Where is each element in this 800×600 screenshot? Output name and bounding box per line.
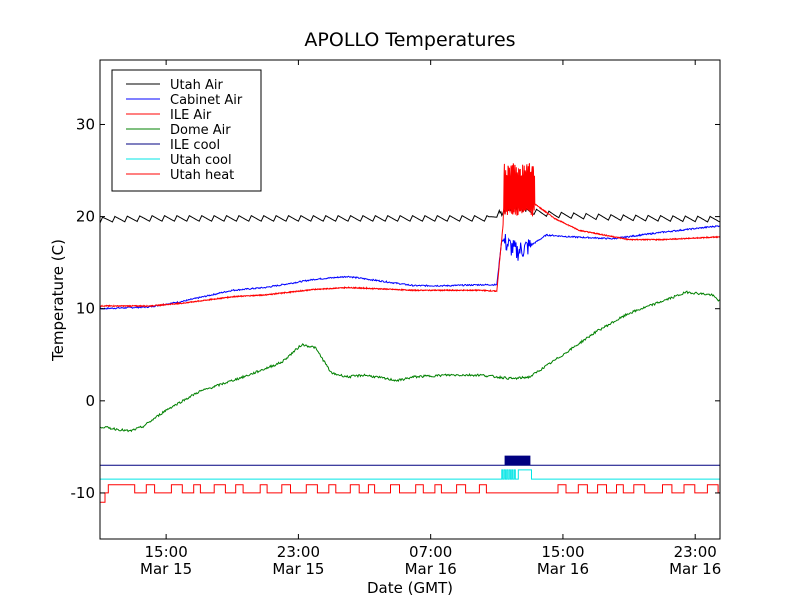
x-tick-label-time: 23:00 xyxy=(277,543,320,561)
series-line-ile-cool xyxy=(100,455,720,466)
legend-label-utah-heat: Utah heat xyxy=(170,168,234,183)
legend-label-cabinet-air: Cabinet Air xyxy=(170,93,243,108)
x-tick-label-date: Mar 15 xyxy=(272,560,324,578)
series-line-utah-cool xyxy=(100,469,720,480)
legend-label-ile-cool: ILE cool xyxy=(170,138,220,153)
series-line-utah-air xyxy=(100,202,720,224)
y-tick-label: 20 xyxy=(76,208,95,226)
legend-label-utah-air: Utah Air xyxy=(170,78,223,93)
legend-label-ile-air: ILE Air xyxy=(170,108,212,123)
x-tick-label-date: Mar 16 xyxy=(405,560,457,578)
y-tick-label: -10 xyxy=(71,484,96,502)
x-tick-label-time: 23:00 xyxy=(674,543,717,561)
plot-frame xyxy=(99,59,721,540)
x-tick-label-date: Mar 16 xyxy=(537,560,589,578)
y-tick-label: 0 xyxy=(85,392,95,410)
x-axis-label: Date (GMT) xyxy=(367,579,453,597)
series-line-ile-air xyxy=(100,162,720,308)
plot-area xyxy=(100,162,720,503)
y-tick-label: 10 xyxy=(76,300,95,318)
legend-label-utah-cool: Utah cool xyxy=(170,153,232,168)
legend-label-dome-air: Dome Air xyxy=(170,123,231,138)
series-line-cabinet-air xyxy=(100,225,720,310)
series-line-dome-air xyxy=(100,290,720,433)
x-tick-label-time: 15:00 xyxy=(145,543,188,561)
x-tick-label-date: Mar 16 xyxy=(669,560,721,578)
y-axis-label: Temperature (C) xyxy=(49,239,67,362)
x-tick-label-time: 15:00 xyxy=(541,543,584,561)
x-tick-label-date: Mar 15 xyxy=(140,560,192,578)
series-line-utah-heat xyxy=(100,484,720,503)
y-tick-label: 30 xyxy=(76,115,95,133)
chart-title: APOLLO Temperatures xyxy=(304,29,515,51)
legend-box xyxy=(111,69,262,192)
x-tick-label-time: 07:00 xyxy=(409,543,452,561)
